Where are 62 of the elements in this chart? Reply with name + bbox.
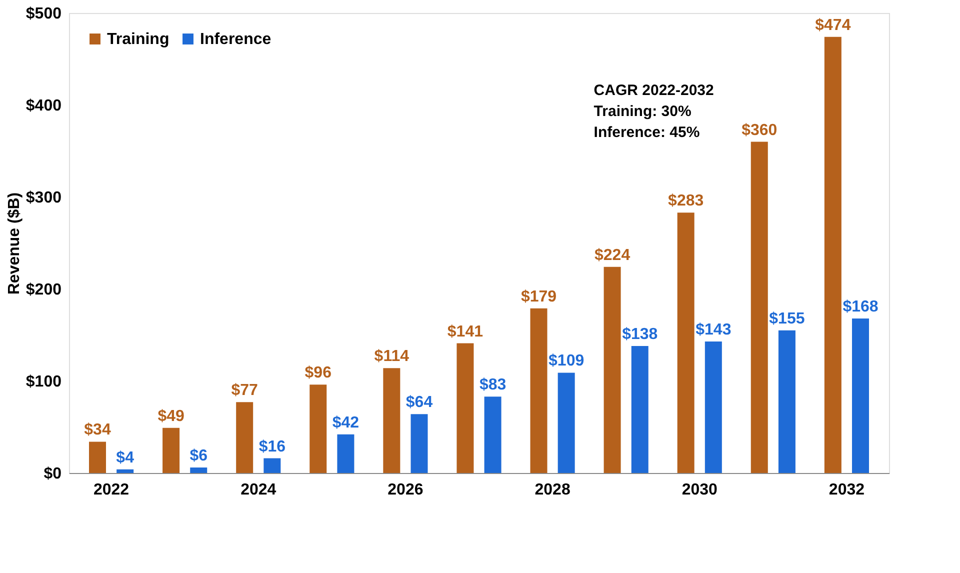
legend-label: Training — [107, 31, 170, 48]
x-tick-label: 2022 — [93, 482, 130, 498]
data-label: $49 — [158, 408, 184, 425]
data-label: $114 — [374, 348, 410, 366]
bar — [704, 341, 722, 473]
data-label: $42 — [332, 414, 360, 432]
x-tick-label: 2026 — [388, 482, 424, 498]
data-label: $474 — [815, 16, 851, 34]
data-label: $283 — [668, 192, 704, 210]
data-label: $143 — [696, 321, 732, 338]
x-tick-label: 2028 — [534, 482, 570, 498]
bar — [264, 458, 281, 473]
bar — [558, 372, 575, 473]
bar — [631, 346, 648, 473]
bar — [236, 402, 254, 473]
bar — [89, 442, 106, 473]
data-label: $138 — [622, 326, 658, 344]
y-axis-title: Revenue ($B) — [6, 192, 23, 295]
data-label: $83 — [479, 376, 506, 394]
bar — [162, 428, 180, 473]
y-tick-label: $0 — [44, 466, 62, 482]
legend-label: Inference — [200, 31, 272, 48]
y-tick-label: $300 — [26, 190, 62, 206]
bar — [116, 469, 134, 473]
bar — [337, 434, 354, 473]
bar — [824, 36, 842, 473]
bar — [410, 414, 428, 473]
data-label: $224 — [594, 246, 630, 264]
data-label: $168 — [842, 298, 878, 316]
annotation: Training: 30% — [594, 103, 692, 120]
x-tick-label: 2032 — [828, 482, 865, 498]
data-label: $34 — [84, 422, 111, 439]
bar — [484, 396, 502, 473]
data-label: $64 — [406, 394, 433, 412]
data-label: $179 — [520, 288, 557, 306]
x-tick-label: 2030 — [682, 482, 718, 498]
bar — [456, 343, 474, 473]
x-tick-label: 2024 — [240, 482, 276, 498]
annotation: Inference: 45% — [594, 124, 700, 141]
data-label: $109 — [548, 352, 584, 370]
data-label: $155 — [769, 310, 805, 328]
y-tick-label: $400 — [26, 98, 62, 114]
bar — [383, 368, 400, 473]
y-tick-label: $200 — [26, 282, 62, 298]
bar — [530, 308, 548, 473]
data-label: $16 — [258, 438, 286, 456]
data-label: $6 — [190, 447, 208, 464]
data-label: $360 — [742, 122, 778, 139]
bar — [677, 212, 694, 473]
bar — [852, 318, 869, 473]
bar — [750, 142, 768, 473]
bar — [190, 467, 208, 473]
y-tick-label: $500 — [26, 6, 62, 22]
bar — [778, 330, 796, 473]
data-label: $4 — [116, 449, 134, 466]
data-label: $141 — [447, 323, 484, 340]
data-label: $96 — [304, 364, 332, 382]
bar — [310, 384, 327, 473]
annotation: CAGR 2022-2032 — [594, 82, 714, 99]
y-tick-label: $100 — [26, 374, 62, 390]
bar — [604, 266, 621, 473]
data-label: $77 — [231, 382, 258, 400]
